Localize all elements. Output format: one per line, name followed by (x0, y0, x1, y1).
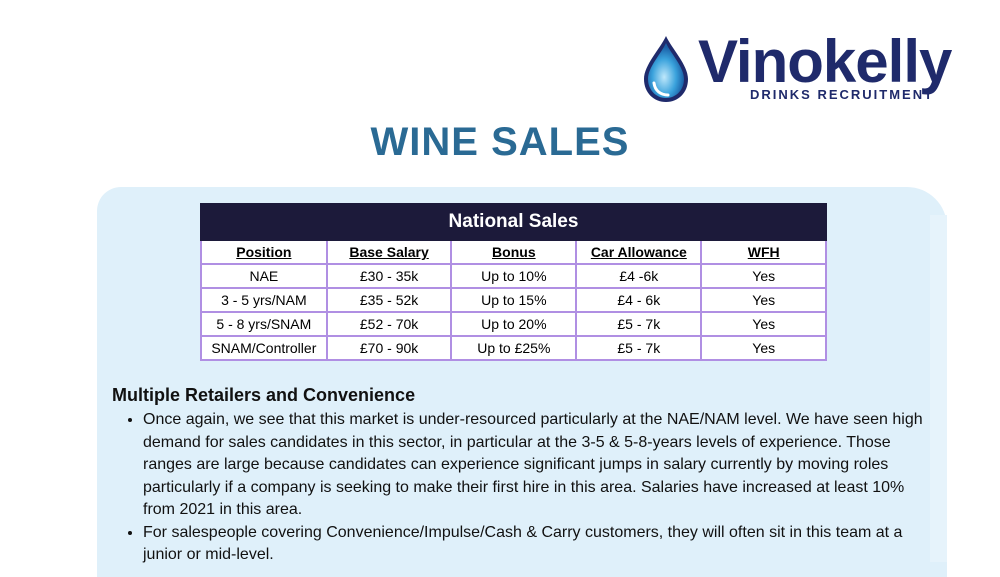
bullet-item: For salespeople covering Convenience/Imp… (143, 522, 932, 567)
column-header-base-salary: Base Salary (325, 239, 453, 265)
cell-base-salary: £52 - 70k (325, 311, 453, 337)
cell-position: 5 - 8 yrs/SNAM (200, 311, 328, 337)
bullet-item: Once again, we see that this market is u… (143, 409, 932, 522)
cell-car-allowance: £4 -6k (575, 263, 703, 289)
cell-base-salary: £35 - 52k (325, 287, 453, 313)
logo-tagline: DRINKS RECRUITMENT (750, 87, 935, 102)
column-header-position: Position (200, 239, 328, 265)
national-sales-table: National Sales Position Base Salary Bonu… (200, 203, 827, 361)
column-header-car-allowance: Car Allowance (575, 239, 703, 265)
cell-wfh: Yes (700, 335, 827, 361)
cell-bonus: Up to 10% (450, 263, 578, 289)
logo-wordmark: Vinokelly (698, 28, 952, 95)
bullet-list: Once again, we see that this market is u… (112, 409, 932, 567)
table-row: NAE £30 - 35k Up to 10% £4 -6k Yes (200, 263, 827, 289)
cell-wfh: Yes (700, 311, 827, 337)
page-title: WINE SALES (370, 120, 630, 164)
panel-edge (930, 215, 947, 562)
cell-wfh: Yes (700, 287, 827, 313)
table-header-row: Position Base Salary Bonus Car Allowance… (200, 239, 827, 265)
table-row: 3 - 5 yrs/NAM £35 - 52k Up to 15% £4 - 6… (200, 287, 827, 313)
cell-base-salary: £70 - 90k (325, 335, 453, 361)
cell-position: 3 - 5 yrs/NAM (200, 287, 328, 313)
water-drop-icon (644, 36, 688, 102)
cell-bonus: Up to £25% (450, 335, 578, 361)
cell-car-allowance: £5 - 7k (575, 311, 703, 337)
cell-base-salary: £30 - 35k (325, 263, 453, 289)
vinokelly-logo: Vinokelly DRINKS RECRUITMENT (638, 28, 968, 110)
cell-wfh: Yes (700, 263, 827, 289)
table-row: SNAM/Controller £70 - 90k Up to £25% £5 … (200, 335, 827, 361)
cell-bonus: Up to 15% (450, 287, 578, 313)
cell-position: SNAM/Controller (200, 335, 328, 361)
cell-car-allowance: £5 - 7k (575, 335, 703, 361)
cell-bonus: Up to 20% (450, 311, 578, 337)
cell-position: NAE (200, 263, 328, 289)
column-header-bonus: Bonus (450, 239, 578, 265)
section-body: Multiple Retailers and Convenience Once … (112, 385, 932, 567)
section-heading: Multiple Retailers and Convenience (112, 385, 416, 405)
table-caption: National Sales (200, 203, 827, 241)
column-header-wfh: WFH (700, 239, 827, 265)
cell-car-allowance: £4 - 6k (575, 287, 703, 313)
table-row: 5 - 8 yrs/SNAM £52 - 70k Up to 20% £5 - … (200, 311, 827, 337)
